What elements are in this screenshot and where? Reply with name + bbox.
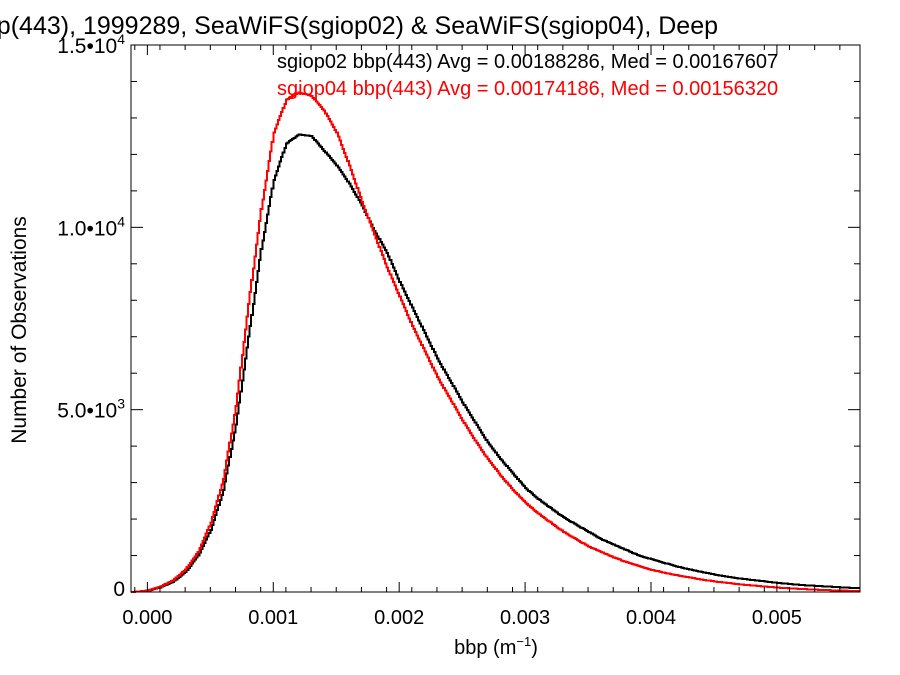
chart-title: bbp(443), 1999289, SeaWiFS(sgiop02) & Se… — [0, 12, 718, 40]
x-tick-label: 0.000 — [122, 607, 172, 629]
y-tick-mantissa: 5.0•10 — [57, 400, 117, 423]
plot-area — [130, 44, 861, 593]
x-axis-label-base: bbp (m — [454, 637, 516, 659]
y-axis-label-text: Number of Observations — [8, 216, 31, 444]
x-axis-label-close: ) — [531, 637, 538, 659]
series-line-sgiop02 — [131, 133, 860, 593]
y-axis-label: Number of Observations — [8, 216, 31, 444]
plot-frame — [130, 44, 861, 593]
x-axis-label-exponent: −1 — [516, 634, 531, 649]
legend-entry-sgiop04: sgiop04 bbp(443) Avg = 0.00174186, Med =… — [277, 78, 778, 100]
x-tick-label: 0.003 — [500, 607, 550, 629]
y-tick-mantissa: 1.5•10 — [57, 35, 117, 58]
y-tick-label: 5.0•103 — [57, 396, 125, 423]
y-tick-mantissa: 0 — [113, 578, 125, 601]
y-tick-exponent: 4 — [117, 213, 125, 229]
y-tick-exponent: 4 — [117, 31, 125, 47]
legend: sgiop02 bbp(443) Avg = 0.00188286, Med =… — [277, 51, 778, 100]
y-tick-label: 1.0•104 — [57, 213, 125, 240]
y-tick-mantissa: 1.0•10 — [57, 217, 117, 240]
x-tick-label: 0.004 — [626, 607, 676, 629]
y-tick-label: 1.5•104 — [57, 31, 125, 58]
legend-entry-sgiop02: sgiop02 bbp(443) Avg = 0.00188286, Med =… — [277, 51, 778, 73]
x-tick-label: 0.002 — [374, 607, 424, 629]
y-tick-label: 0 — [113, 578, 125, 601]
x-tick-label: 0.005 — [752, 607, 802, 629]
y-tick-exponent: 3 — [117, 396, 125, 412]
x-tick-label: 0.001 — [248, 607, 298, 629]
x-axis-label: bbp (m−1) — [454, 634, 538, 659]
series-line-sgiop04 — [131, 91, 860, 593]
x-axis-ticks: 0.000 0.001 0.002 0.003 0.004 0.005 — [122, 45, 841, 629]
